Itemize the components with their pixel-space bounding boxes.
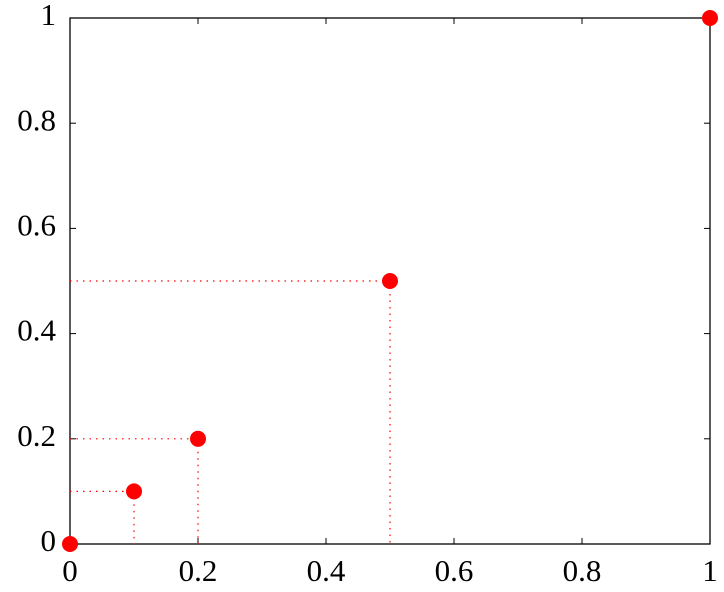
marker — [62, 536, 78, 552]
y-tick-label: 0.2 — [17, 418, 56, 453]
x-tick-label: 1 — [702, 553, 718, 588]
y-tick-label: 0.4 — [17, 313, 56, 348]
x-tick-label: 0.2 — [179, 553, 218, 588]
x-tick-label: 0 — [62, 553, 78, 588]
x-tick-label: 0.8 — [563, 553, 602, 588]
y-tick-label: 0.6 — [17, 208, 56, 243]
x-tick-label: 0.4 — [307, 553, 346, 588]
x-tick-label: 0.6 — [435, 553, 474, 588]
y-tick-label: 0 — [41, 523, 57, 558]
y-tick-label: 0.8 — [17, 102, 56, 137]
y-tick-label: 1 — [41, 0, 57, 32]
marker — [702, 10, 718, 26]
marker — [126, 483, 142, 500]
marker — [382, 273, 398, 289]
marker — [190, 430, 206, 447]
